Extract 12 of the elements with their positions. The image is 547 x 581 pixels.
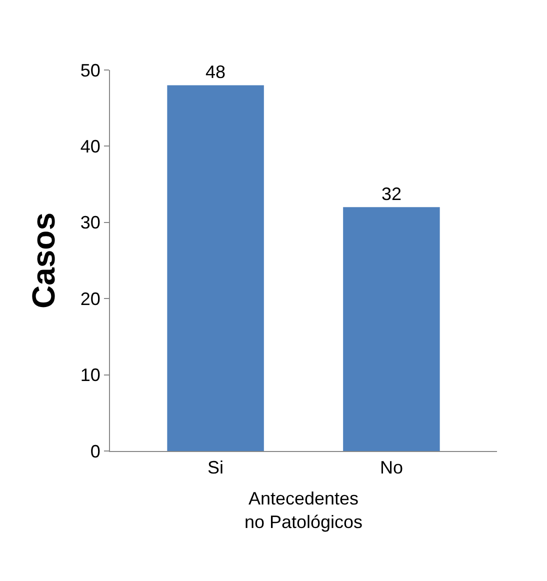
data-label: 32 [381, 184, 402, 204]
y-tick-label: 50 [80, 60, 100, 80]
y-tick-label: 10 [80, 365, 100, 386]
x-tick-label: No [380, 458, 403, 478]
y-axis-title: Casos [26, 212, 62, 309]
x-tick-label: Si [208, 458, 224, 478]
y-tick-label: 30 [80, 212, 100, 233]
y-tick-label: 0 [90, 441, 100, 462]
x-axis-title: Antecedentes no Patológicos [244, 488, 363, 532]
y-tick-label: 40 [80, 136, 100, 156]
y-tick-label: 20 [80, 288, 100, 309]
data-label: 48 [206, 62, 226, 82]
